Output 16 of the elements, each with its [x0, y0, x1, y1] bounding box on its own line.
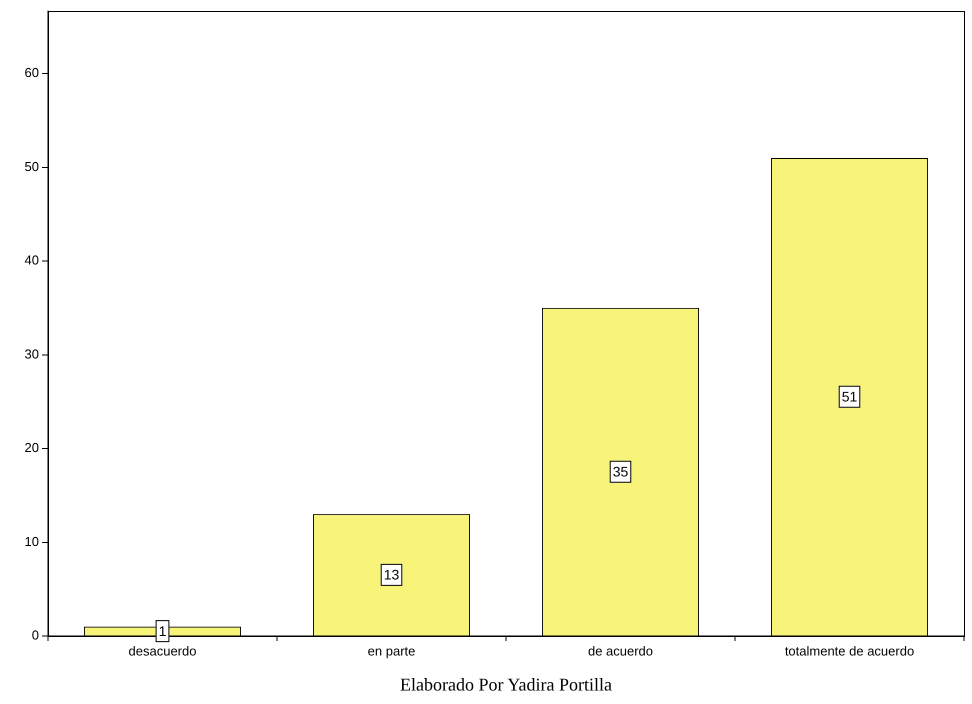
y-tick-label: 60 [24, 65, 39, 80]
data-label: 1 [158, 622, 167, 639]
x-tick-label: desacuerdo [128, 643, 196, 658]
y-tick-label: 40 [24, 252, 39, 268]
y-tick-label: 0 [32, 628, 39, 643]
data-label: 35 [612, 464, 628, 480]
x-tick-label: totalmente de acuerdo [784, 643, 914, 658]
y-tick-label: 20 [24, 440, 39, 456]
data-label: 51 [842, 388, 858, 405]
text: Elaborado Por Yadira Portilla [400, 674, 612, 695]
data-label: 13 [384, 566, 400, 583]
y-tick-label: 50 [24, 158, 39, 174]
x-tick-label: en parte [368, 643, 416, 658]
y-tick-label: 10 [24, 534, 39, 549]
y-tick-label: 30 [24, 346, 39, 362]
x-tick-label: de acuerdo [588, 643, 654, 658]
